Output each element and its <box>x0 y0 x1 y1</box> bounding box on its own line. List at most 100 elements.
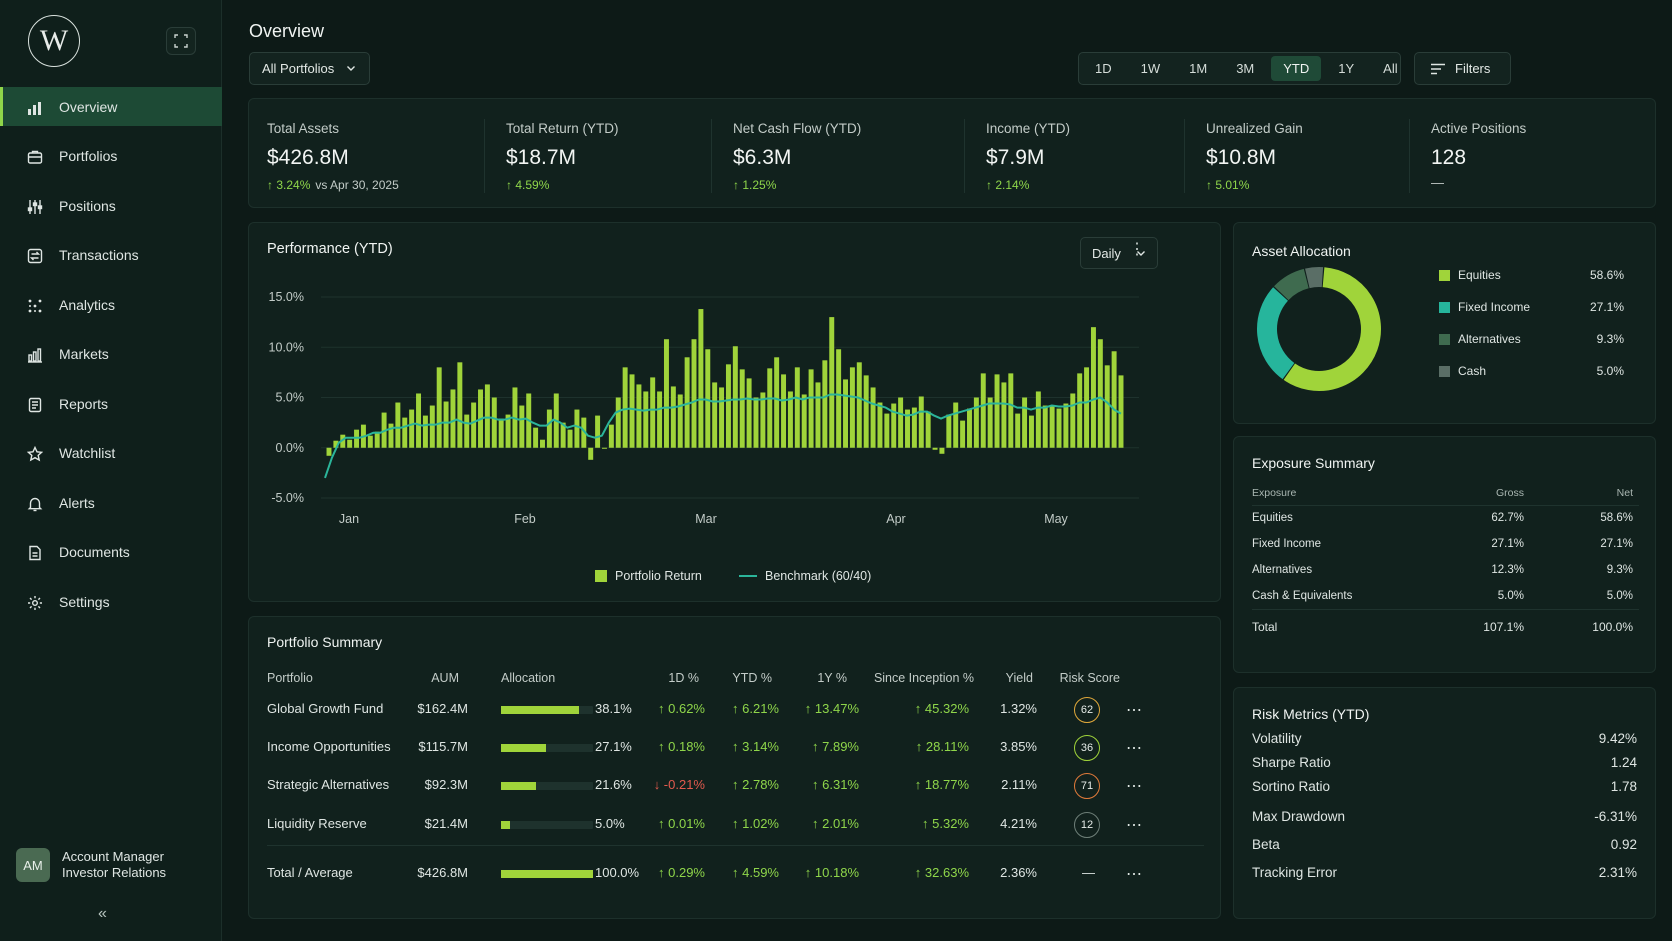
exposure-total-row: Total 107.1% 100.0% <box>1252 608 1639 645</box>
risk-metric-row: Sharpe Ratio 1.24 <box>1252 755 1637 770</box>
risk-metric-row: Tracking Error 2.31% <box>1252 865 1637 880</box>
sliders-icon <box>26 198 43 215</box>
portfolio-return-bar <box>1111 351 1117 448</box>
row-more-icon[interactable]: ⋯ <box>1126 817 1142 834</box>
bar-chart-icon <box>26 99 43 116</box>
portfolio-return-bar <box>629 374 635 448</box>
range-1d[interactable]: 1D <box>1095 61 1112 76</box>
sidebar-item-label: Markets <box>59 346 109 362</box>
portfolio-return-bar <box>719 387 725 448</box>
allocation-legend-item: Equities 58.6% <box>1439 268 1624 282</box>
portfolio-return-bar <box>877 402 883 448</box>
change-1y: ↑ 10.18% <box>804 865 859 880</box>
row-more-icon[interactable]: ⋯ <box>1126 740 1142 757</box>
sidebar-item-analytics[interactable]: Analytics <box>0 285 222 324</box>
portfolio-return-bar <box>960 420 966 448</box>
sidebar-item-portfolios[interactable]: Portfolios <box>0 137 222 176</box>
sidebar-item-settings[interactable]: Settings <box>0 582 222 621</box>
expand-button[interactable] <box>166 27 196 55</box>
kpi-change-value: ↑ 5.01% <box>1206 178 1250 192</box>
kpi-change: ↑ 5.01% <box>1206 178 1249 192</box>
risk-score-badge: 62 <box>1074 697 1100 723</box>
kpi-strip: Total Assets $426.8M ↑ 3.24% vs Apr 30, 202… <box>248 98 1656 208</box>
sidebar-item-watchlist[interactable]: Watchlist <box>0 434 222 473</box>
change-since-inception: ↑ 18.77% <box>914 777 969 792</box>
y-tick-label: 0.0% <box>276 441 305 455</box>
row-more-icon[interactable]: ⋯ <box>1126 702 1142 719</box>
more-options-icon[interactable]: ⋮ <box>1129 241 1145 258</box>
kpi-value: $426.8M <box>267 146 349 169</box>
col-header: Exposure <box>1252 486 1297 499</box>
collapse-sidebar-icon[interactable]: « <box>98 905 107 922</box>
portfolio-return-bar <box>939 447 945 454</box>
exposure-cell: 27.1% <box>1491 538 1524 550</box>
portfolio-return-bar <box>657 391 663 448</box>
kpi-label: Total Assets <box>267 121 340 136</box>
portfolio-return-bar <box>643 391 649 448</box>
aum-value: $115.7M <box>418 739 468 754</box>
portfolio-return-bar <box>870 387 876 448</box>
change-1d: ↑ 0.18% <box>658 739 705 754</box>
sidebar-item-label: Watchlist <box>59 445 116 461</box>
portfolio-return-bar <box>732 346 738 448</box>
range-1m[interactable]: 1M <box>1189 61 1208 76</box>
user-name: Account Manager <box>62 849 164 864</box>
kpi-change: ↑ 3.24% vs Apr 30, 2025 <box>267 178 399 192</box>
risk-metric-row: Sortino Ratio 1.78 <box>1252 779 1637 794</box>
portfolio-return-bar <box>1035 391 1041 448</box>
kpi-value: $10.8M <box>1206 146 1277 169</box>
sidebar-item-label: Documents <box>59 544 130 560</box>
sidebar-item-overview[interactable]: Overview <box>0 87 222 126</box>
portfolio-return-bar <box>608 424 614 448</box>
risk-metric-value: 1.78 <box>1610 779 1637 794</box>
range-1w[interactable]: 1W <box>1140 61 1161 76</box>
user-profile[interactable]: AM Account Manager Investor Relations <box>16 848 166 882</box>
sidebar-item-alerts[interactable]: Alerts <box>0 483 222 522</box>
sidebar: W Overview Portfolios Positions Transact… <box>0 0 222 941</box>
portfolio-return-bar <box>725 364 731 448</box>
sidebar-item-markets[interactable]: Markets <box>0 335 222 374</box>
exposure-cell: Equities <box>1252 504 1444 531</box>
kpi-value: $7.9M <box>986 146 1045 169</box>
row-more-icon[interactable]: ⋯ <box>1126 866 1142 883</box>
portfolio-return-bar <box>636 384 642 448</box>
yield-value: 3.85% <box>1000 739 1037 754</box>
portfolio-return-bar <box>856 362 862 448</box>
legend-label: Benchmark (60/40) <box>765 569 872 583</box>
page-title: Overview <box>249 21 325 41</box>
range-ytd[interactable]: YTD <box>1271 56 1322 81</box>
portfolio-select-value: All Portfolios <box>262 61 335 76</box>
interval-select[interactable]: Daily <box>1080 237 1158 269</box>
range-3m[interactable]: 3M <box>1236 61 1255 76</box>
allocation-pct: 100.0% <box>595 865 640 880</box>
portfolio-return-bar <box>925 411 931 448</box>
allocation-bar-fill <box>501 706 580 714</box>
filters-button[interactable]: Filters <box>1414 52 1511 85</box>
sidebar-item-reports[interactable]: Reports <box>0 384 222 423</box>
range-all[interactable]: All <box>1383 61 1398 76</box>
portfolio-return-bar <box>615 397 621 448</box>
kpi-change: — <box>1431 175 1444 190</box>
col-header: Gross <box>1495 486 1524 499</box>
exposure-cell: 9.3% <box>1606 564 1633 576</box>
sidebar-item-documents[interactable]: Documents <box>0 533 222 572</box>
portfolio-return-bar <box>760 392 766 448</box>
allocation-bar <box>501 744 593 752</box>
allocation-label: Fixed Income <box>1458 300 1531 314</box>
kpi-change-value: ↑ 2.14% <box>986 178 1030 192</box>
yield-value: 2.11% <box>1001 777 1037 792</box>
allocation-pct: 21.6% <box>595 777 632 792</box>
portfolio-return-bar <box>712 382 718 448</box>
row-more-icon[interactable]: ⋯ <box>1126 778 1142 795</box>
sidebar-item-positions[interactable]: Positions <box>0 186 222 225</box>
logo[interactable]: W <box>28 15 80 67</box>
portfolio-return-bar <box>932 447 938 450</box>
portfolio-return-bar <box>815 382 821 448</box>
legend-label: Portfolio Return <box>615 569 702 583</box>
range-1y[interactable]: 1Y <box>1338 61 1355 76</box>
portfolio-select[interactable]: All Portfolios <box>249 52 370 85</box>
kpi-label: Income (YTD) <box>986 121 1071 136</box>
allocation-bar <box>501 782 593 790</box>
allocation-pct: 58.6% <box>1589 268 1624 282</box>
sidebar-item-transactions[interactable]: Transactions <box>0 236 222 275</box>
